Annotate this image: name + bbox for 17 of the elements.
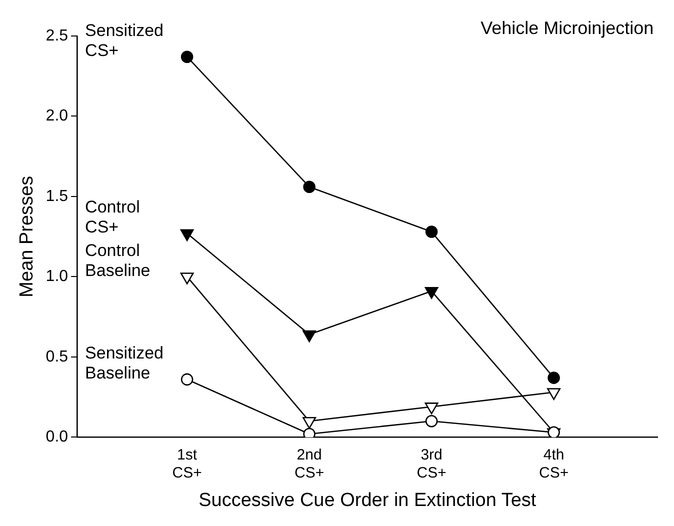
y-tick-label: 2.0 [46,108,68,125]
x-axis-title: Successive Cue Order in Extinction Test [198,490,537,511]
chart-title: Vehicle Microinjection [480,18,654,38]
text: Control CS+ [85,198,140,237]
y-tick-label: 1.5 [46,188,68,205]
y-tick-label: 0.0 [46,428,68,446]
y-tick-label: 0.5 [46,348,68,366]
series-label: Control Baseline [85,240,150,280]
x-tick-label: 3rd CS+ [416,446,447,482]
x-tick-label: 1st CS+ [172,446,202,482]
y-tick-label: 2.5 [46,27,68,44]
y-tick-label: 1.0 [46,268,68,286]
series-label: Sensitized CS+ [85,21,164,60]
y-axis-title: Mean Presses [16,176,38,298]
x-tick-label: 4th CS+ [538,446,569,482]
series-label: Sensitized Baseline [85,344,164,383]
x-tick-label: 2nd CS+ [294,446,324,482]
